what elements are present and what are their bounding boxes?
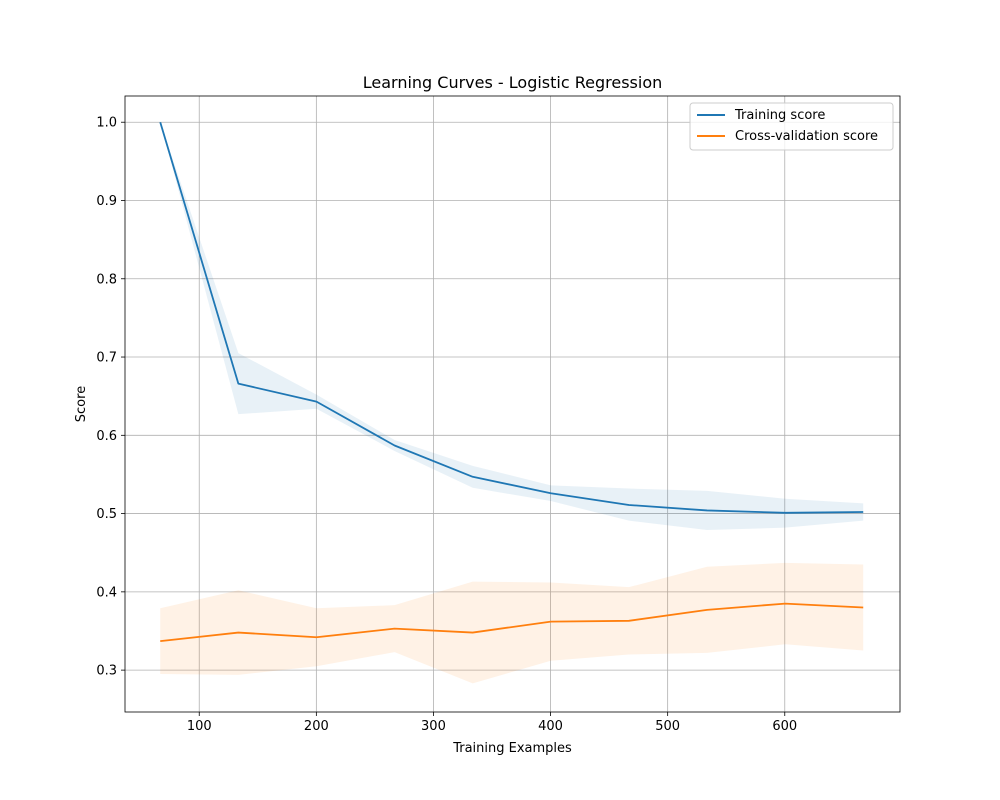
y-tick-label-6: 0.9 [96,194,117,209]
legend-label-cross-validation: Cross-validation score [735,129,878,144]
y-tick-label-0: 0.3 [96,664,117,679]
legend-label-training: Training score [734,108,825,123]
y-tick-label-4: 0.7 [96,351,117,366]
y-tick-label-3: 0.6 [96,429,117,444]
x-tick-label-600: 600 [772,719,797,734]
legend: Training score Cross-validation score [689,102,894,151]
x-tick-label-300: 300 [421,719,446,734]
y-tick-label-7: 1.0 [96,116,117,131]
x-tick-label-100: 100 [187,719,212,734]
plot-frame [124,95,901,713]
legend-box [689,102,894,151]
series-lines [159,121,864,643]
y-tick-label-2: 0.5 [96,507,117,522]
y-axis-label: Score [74,386,89,422]
chart-title: Learning Curves - Logistic Regression [363,73,663,92]
y-axis-ticks: 0.3 0.4 0.5 0.6 0.7 0.8 0.9 1.0 [96,116,125,679]
confidence-bands [160,122,864,684]
line-training-score [159,121,864,514]
x-tick-label-200: 200 [304,719,329,734]
x-axis-label: Training Examples [452,741,572,756]
gridlines [125,96,900,712]
plot-area [124,95,901,713]
x-axis-ticks: 100 200 300 400 500 600 [187,712,797,734]
y-tick-label-5: 0.8 [96,272,117,287]
plot-background [125,96,900,712]
line-cross-validation-score [160,602,864,643]
y-tick-label-1: 0.4 [96,585,117,600]
x-tick-label-400: 400 [538,719,563,734]
x-tick-label-500: 500 [655,719,680,734]
band-cross-validation-score [160,562,864,684]
